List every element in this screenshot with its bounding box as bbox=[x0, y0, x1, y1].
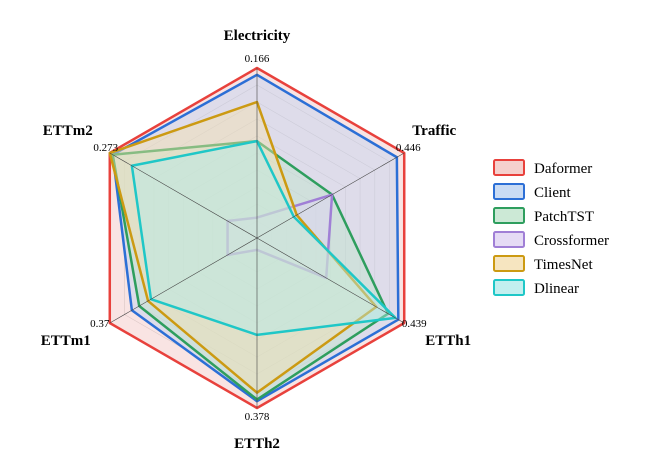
radar-spoke bbox=[109, 237, 258, 324]
legend-swatch bbox=[493, 279, 525, 296]
series-polygons bbox=[108, 66, 406, 410]
axis-titles: Electricity Traffic ETTh1 ETTh2 ETTm1 ETTm2 bbox=[41, 28, 471, 452]
radar-spoke bbox=[256, 152, 405, 239]
tick-label: 0.378 bbox=[245, 411, 270, 423]
tick-label: 0.446 bbox=[396, 142, 421, 154]
tick-label: 0.273 bbox=[93, 142, 118, 154]
axis-title: ETTm1 bbox=[41, 333, 91, 349]
tick-label: 0.37 bbox=[90, 318, 110, 330]
axis-title: Electricity bbox=[224, 28, 291, 44]
legend-label: Daformer bbox=[534, 161, 592, 177]
legend-swatch bbox=[493, 207, 525, 224]
legend-label: Crossformer bbox=[534, 233, 609, 249]
axis-title: ETTh2 bbox=[234, 436, 280, 452]
legend-label: PatchTST bbox=[534, 209, 594, 225]
legend-label: TimesNet bbox=[534, 257, 593, 273]
legend-swatch bbox=[493, 159, 525, 176]
legend-label: Client bbox=[534, 185, 571, 201]
tick-label: 0.166 bbox=[245, 53, 270, 65]
legend-swatch bbox=[493, 231, 525, 248]
legend-label: Dlinear bbox=[534, 281, 579, 297]
legend: Daformer Client PatchTST Crossformer TimesNe… bbox=[493, 159, 609, 297]
axis-title: ETTm2 bbox=[43, 123, 93, 139]
tick-label: 0.439 bbox=[402, 318, 427, 330]
radar-spokes bbox=[109, 68, 405, 408]
radar-spoke bbox=[256, 237, 405, 324]
legend-swatch bbox=[493, 183, 525, 200]
legend-swatch bbox=[493, 255, 525, 272]
axis-title: ETTh1 bbox=[425, 333, 471, 349]
axis-title: Traffic bbox=[412, 123, 456, 139]
tick-labels: 0.166 0.446 0.439 0.378 0.37 0.273 bbox=[90, 53, 427, 423]
radar-spoke bbox=[109, 152, 258, 239]
